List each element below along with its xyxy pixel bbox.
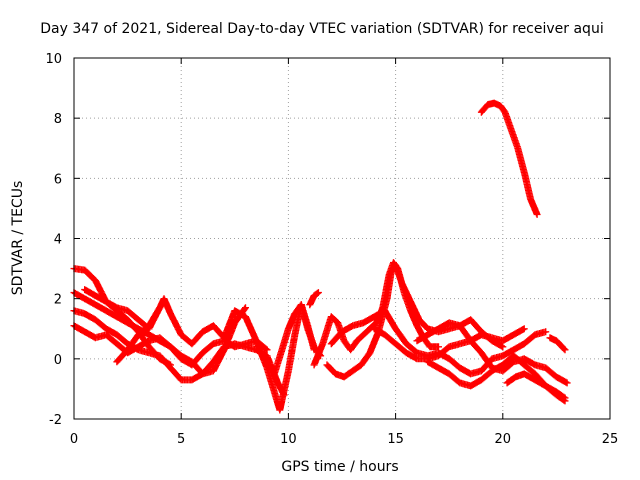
series-track-k — [327, 307, 550, 378]
point-markers — [113, 304, 164, 366]
series-track-o — [503, 370, 569, 402]
y-tick-label: 8 — [54, 112, 62, 127]
data-points — [70, 99, 571, 414]
chart-title: Day 347 of 2021, Sidereal Day-to-day VTE… — [40, 21, 603, 37]
grid — [74, 58, 610, 419]
y-tick-label: 2 — [54, 293, 62, 308]
axis-ticks: 0 5 10 15 20 25 -2 0 2 4 6 8 10 — [45, 52, 618, 447]
point-markers — [503, 370, 569, 402]
y-axis-label: SDTVAR / TECUs — [10, 181, 26, 296]
series-track-g — [269, 301, 325, 381]
x-axis-label: GPS time / hours — [281, 459, 398, 475]
y-tick-label: 0 — [54, 353, 62, 368]
point-markers — [306, 289, 322, 309]
x-tick-label: 0 — [70, 432, 78, 447]
series-track-e — [81, 286, 174, 369]
x-tick-label: 25 — [602, 432, 619, 447]
point-markers — [269, 301, 325, 381]
series-track-f — [113, 304, 164, 366]
point-markers — [327, 307, 550, 378]
series-track-p — [546, 334, 569, 354]
point-markers — [370, 325, 528, 363]
series-track-q — [477, 99, 541, 218]
point-markers — [546, 334, 569, 354]
y-tick-label: 6 — [54, 172, 62, 187]
series-track-l — [370, 325, 528, 363]
point-markers — [81, 286, 174, 369]
x-tick-label: 10 — [280, 432, 297, 447]
y-tick-label: -2 — [49, 413, 62, 428]
y-tick-label: 4 — [54, 233, 62, 248]
point-markers — [477, 99, 541, 218]
series-track-h — [306, 289, 322, 309]
x-tick-label: 15 — [387, 432, 404, 447]
y-tick-label: 10 — [45, 52, 62, 67]
x-tick-label: 20 — [495, 432, 512, 447]
x-tick-label: 5 — [177, 432, 185, 447]
